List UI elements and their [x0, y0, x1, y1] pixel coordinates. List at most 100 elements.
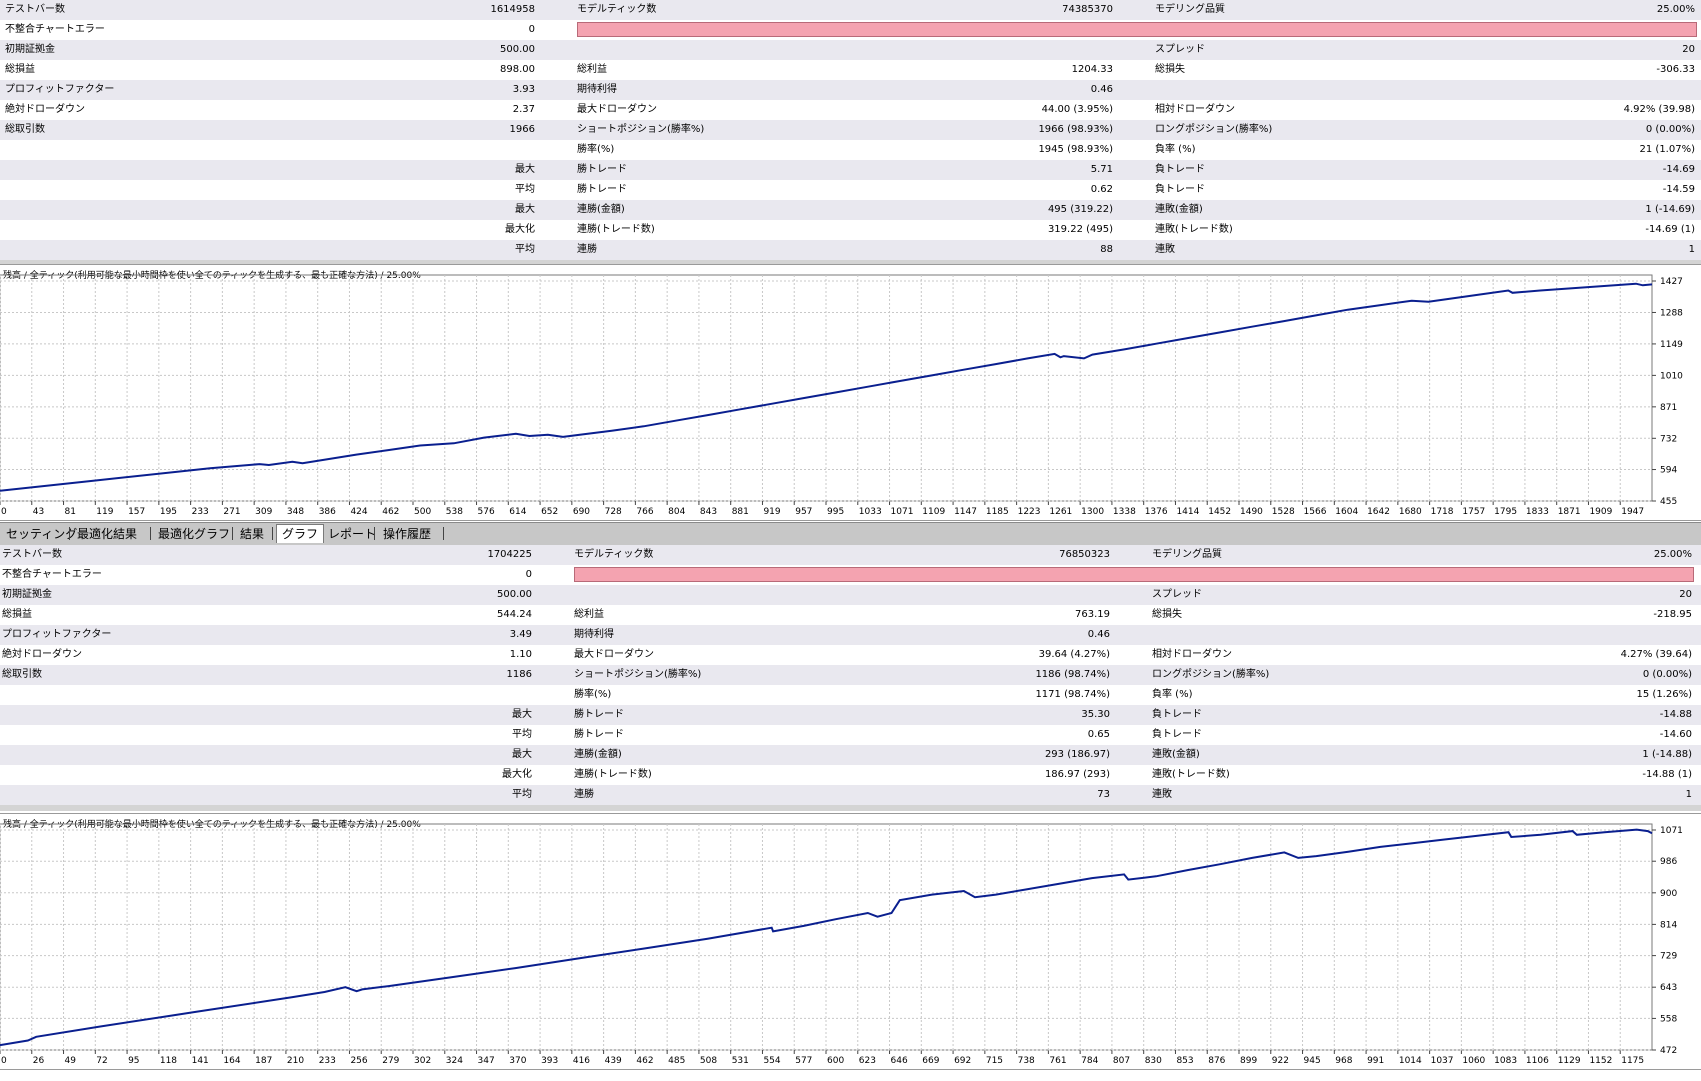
x-tick-label: 187: [255, 1056, 272, 1066]
x-tick-label: 309: [255, 507, 272, 517]
x-tick-label: 393: [541, 1056, 558, 1066]
x-tick-label: 1147: [954, 507, 977, 517]
stats-row: 最大 勝トレード 5.71 負トレード -14.69: [0, 160, 1701, 180]
stat-label: 連敗(トレード数): [1155, 224, 1233, 235]
modeling-quality-bar: [574, 567, 1694, 582]
stat-value: 20: [1682, 44, 1695, 55]
stat-label: ロングポジション(勝率%): [1152, 669, 1270, 680]
x-tick-label: 500: [414, 507, 431, 517]
x-tick-label: 1083: [1494, 1056, 1517, 1066]
stat-value: 500.00: [497, 589, 532, 600]
tab-divider: [150, 527, 151, 540]
tab-optimization-results[interactable]: 最適化結果: [77, 527, 138, 541]
stat-label: 総利益: [574, 609, 604, 620]
y-tick-label: 1427: [1660, 277, 1683, 287]
x-tick-label: 1033: [859, 507, 882, 517]
tab-optimization-graph[interactable]: 最適化グラフ: [158, 527, 231, 541]
x-tick-label: 1071: [891, 507, 914, 517]
x-tick-label: 1642: [1367, 507, 1390, 517]
stat-label: テストバー数: [2, 549, 62, 560]
x-tick-label: 995: [827, 507, 844, 517]
stat-value: 1186 (98.74%): [1035, 669, 1110, 680]
stat-value: -306.33: [1656, 64, 1695, 75]
x-tick-label: 1604: [1335, 507, 1358, 517]
stat-label: 連敗: [1155, 244, 1175, 255]
balance-chart-2: 残高 / 全ティック(利用可能な最小時間枠を使い全てのティックを生成する、最も正…: [0, 813, 1701, 1070]
x-tick-label: 945: [1304, 1056, 1321, 1066]
stat-label: 勝トレード: [574, 729, 624, 740]
tab-divider: [443, 527, 444, 540]
stat-value: 898.00: [500, 64, 535, 75]
x-tick-label: 1109: [922, 507, 945, 517]
stat-value: 1966: [509, 124, 535, 135]
x-tick-label: 761: [1049, 1056, 1066, 1066]
y-tick-label: 871: [1660, 403, 1677, 413]
y-tick-label: 729: [1660, 952, 1677, 962]
stat-label: モデリング品質: [1155, 4, 1225, 15]
x-tick-label: 485: [668, 1056, 685, 1066]
stat-label: 総利益: [577, 64, 607, 75]
y-tick-label: 1149: [1660, 340, 1683, 350]
tab-settings[interactable]: セッティング: [6, 527, 78, 541]
stat-value: 20: [1679, 589, 1692, 600]
stat-value: 186.97 (293): [1044, 769, 1110, 780]
stat-value: 0.65: [1087, 729, 1110, 740]
x-tick-label: 784: [1081, 1056, 1098, 1066]
stats-row: 絶対ドローダウン 1.10 最大ドローダウン 39.64 (4.27%) 相対ド…: [0, 645, 1701, 665]
tab-report[interactable]: レポート: [328, 527, 377, 541]
x-tick-label: 843: [700, 507, 717, 517]
x-tick-label: 1680: [1399, 507, 1422, 517]
stat-label: 最大化: [502, 769, 532, 780]
stat-label: プロフィットファクター: [5, 84, 115, 95]
stat-label: モデルティック数: [574, 549, 654, 560]
stats-row: 初期証拠金 500.00 スプレッド 20: [0, 40, 1701, 60]
stat-label: 平均: [515, 184, 535, 195]
stat-label: 総取引数: [5, 124, 45, 135]
stat-value: 25.00%: [1653, 549, 1692, 560]
x-tick-label: 370: [509, 1056, 526, 1066]
stat-label: 勝率(%): [574, 689, 612, 700]
x-tick-label: 1795: [1494, 507, 1517, 517]
stats-row: 平均 連勝 88 連敗 1: [0, 240, 1701, 260]
stat-value: 4.92% (39.98): [1623, 104, 1695, 115]
tab-results[interactable]: 結果: [240, 527, 265, 541]
stat-label: モデルティック数: [577, 4, 657, 15]
x-tick-label: 233: [319, 1056, 336, 1066]
stat-label: 総損益: [2, 609, 32, 620]
stat-value: 0.62: [1090, 184, 1113, 195]
x-tick-label: 1037: [1431, 1056, 1454, 1066]
stat-label: ショートポジション(勝率%): [577, 124, 705, 135]
stats-row: 最大化 連勝(トレード数) 186.97 (293) 連敗(トレード数) -14…: [0, 765, 1701, 785]
stat-value: -14.69: [1662, 164, 1695, 175]
stat-value: 544.24: [497, 609, 532, 620]
stat-label: ショートポジション(勝率%): [574, 669, 702, 680]
x-tick-label: 49: [65, 1056, 77, 1066]
stats-row: 最大 連勝(金額) 495 (319.22) 連敗(金額) 1 (-14.69): [0, 200, 1701, 220]
y-tick-label: 1288: [1660, 308, 1683, 318]
stat-value: 35.30: [1081, 709, 1110, 720]
x-tick-label: 899: [1240, 1056, 1257, 1066]
tab-journal[interactable]: 操作履歴: [383, 527, 432, 541]
stat-label: プロフィットファクター: [2, 629, 112, 640]
x-tick-label: 690: [573, 507, 590, 517]
x-tick-label: 646: [891, 1056, 908, 1066]
y-tick-label: 814: [1660, 920, 1677, 930]
x-tick-label: 81: [65, 507, 76, 517]
stats-row: 不整合チャートエラー 0: [0, 565, 1701, 585]
stat-value: 74385370: [1062, 4, 1113, 15]
stat-value: -14.88 (1): [1642, 769, 1692, 780]
x-tick-label: 1528: [1272, 507, 1295, 517]
stats-row: 不整合チャートエラー 0: [0, 20, 1701, 40]
stat-label: 勝トレード: [577, 164, 627, 175]
stat-value: 0: [525, 569, 532, 580]
stat-label: 最大化: [505, 224, 535, 235]
stats-row: 総取引数 1966 ショートポジション(勝率%) 1966 (98.93%) ロ…: [0, 120, 1701, 140]
stats-row: 総損益 544.24 総利益 763.19 総損失 -218.95: [0, 605, 1701, 625]
x-tick-label: 1947: [1621, 507, 1644, 517]
stat-label: 連勝: [577, 244, 597, 255]
stat-label: 勝トレード: [577, 184, 627, 195]
y-tick-label: 558: [1660, 1014, 1677, 1024]
tab-graph[interactable]: グラフ: [276, 524, 325, 543]
stat-label: 初期証拠金: [2, 589, 52, 600]
stat-value: 0 (0.00%): [1642, 669, 1692, 680]
